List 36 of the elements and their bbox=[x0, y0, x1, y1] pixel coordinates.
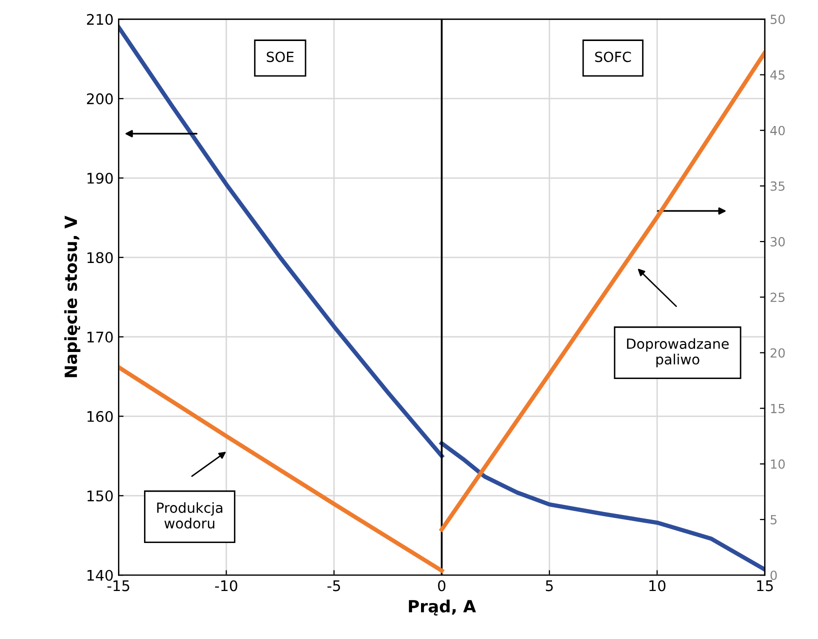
y-tick-label: 150 bbox=[88, 490, 113, 502]
y2-tick-label: 50 bbox=[770, 14, 785, 24]
x-axis-title: Prąd, A bbox=[408, 600, 476, 616]
annotation: Produkcja wodoru bbox=[157, 502, 222, 529]
y-tick-label: 210 bbox=[86, 14, 113, 25]
y2-tick-label: 40 bbox=[770, 126, 785, 136]
x-tick-label: 15 bbox=[757, 580, 773, 592]
x-tick-label: -5 bbox=[327, 580, 340, 592]
line-series bbox=[440, 50, 765, 532]
y-tick-label: 180 bbox=[88, 252, 113, 264]
y-tick-label: 200 bbox=[86, 93, 113, 104]
x-tick-label: 10 bbox=[649, 580, 666, 592]
y2-tick-label: 10 bbox=[771, 459, 785, 469]
y2-tick-label: 25 bbox=[770, 292, 785, 302]
y-tick-label: 190 bbox=[88, 172, 113, 184]
line-series bbox=[440, 441, 765, 572]
y2-tick-label: 30 bbox=[770, 237, 785, 246]
y2-tick-label: 0 bbox=[770, 570, 777, 580]
y-tick-label: 140 bbox=[88, 570, 113, 581]
annotation: Doprowadzane paliwo bbox=[627, 338, 729, 368]
y2-tick-label: 45 bbox=[770, 70, 785, 80]
y2-tick-label: 20 bbox=[770, 348, 785, 358]
y2-tick-label: 35 bbox=[770, 181, 785, 191]
y-axis-title: Napięcie stosu, V bbox=[64, 216, 80, 378]
x-tick-label: 5 bbox=[546, 580, 553, 592]
y-tick-label: 160 bbox=[88, 410, 113, 422]
y2-tick-label: 15 bbox=[771, 404, 785, 414]
y2-tick-label: 5 bbox=[770, 515, 777, 524]
line-series bbox=[118, 365, 444, 573]
y-tick-label: 170 bbox=[88, 332, 113, 343]
annotation: SOE bbox=[266, 52, 294, 62]
x-tick-label: -15 bbox=[107, 580, 130, 592]
line-series bbox=[118, 25, 444, 458]
x-tick-label: -10 bbox=[215, 580, 238, 592]
x-tick-label: 0 bbox=[438, 580, 446, 592]
annotation: SOFC bbox=[595, 52, 631, 62]
